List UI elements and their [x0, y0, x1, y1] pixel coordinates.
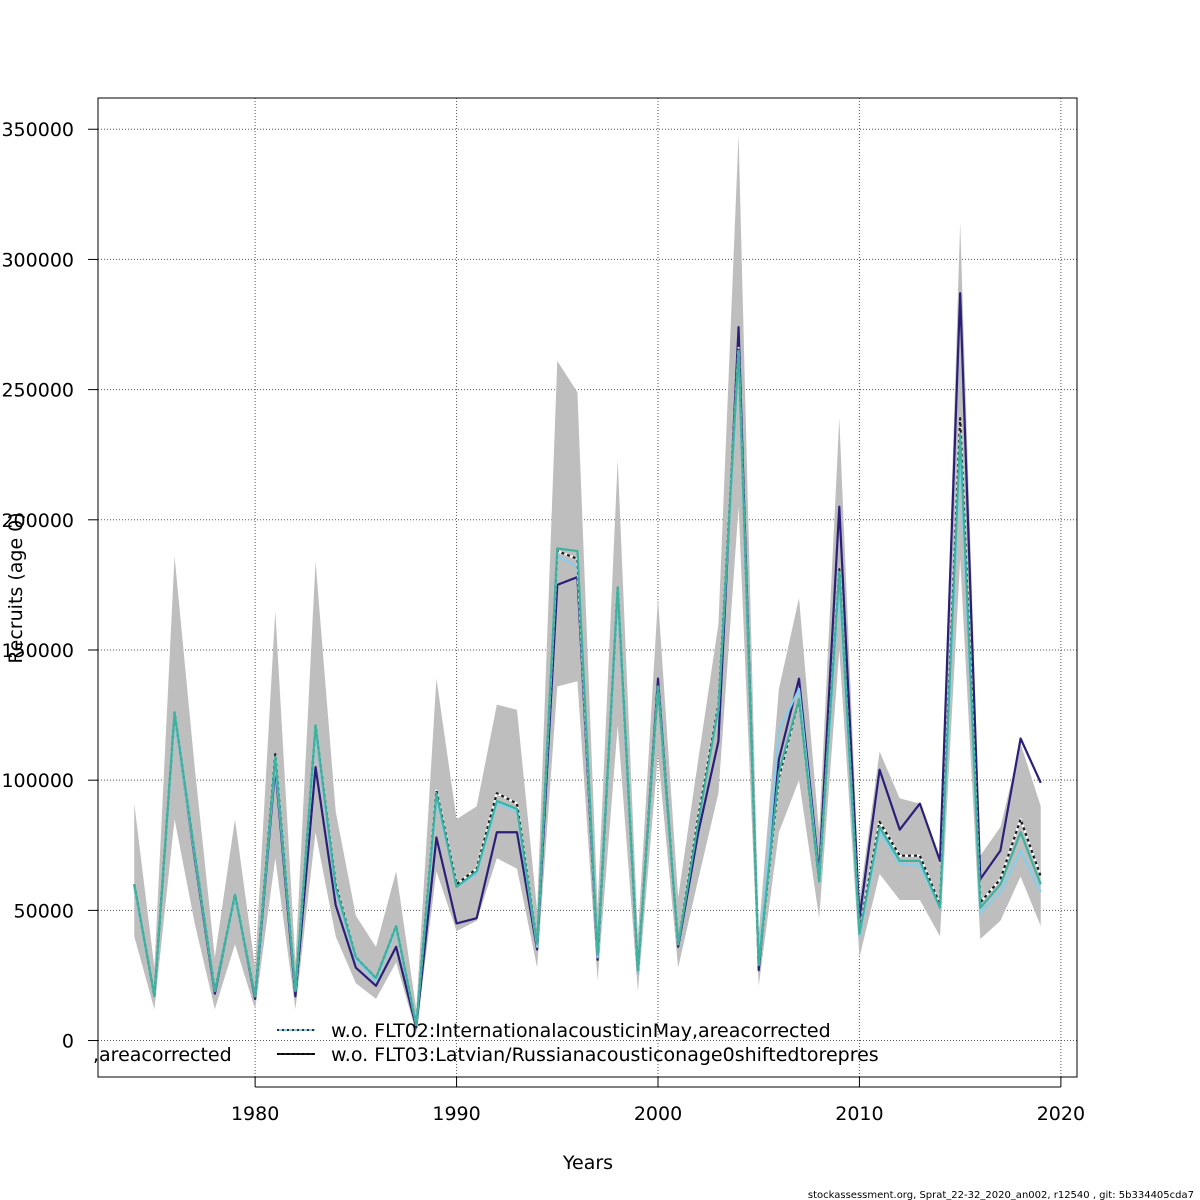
legend-clipped-label: ,areacorrected: [93, 1044, 232, 1066]
x-tick-label: 2010: [835, 1103, 883, 1125]
y-tick-label: 300000: [1, 249, 74, 271]
series-lines: [133, 292, 1042, 1029]
legend-label-1: w.o. FLT03:Latvian/Russianacousticonage0…: [331, 1044, 879, 1066]
confidence-band: [134, 134, 1041, 1033]
y-tick-label: 150000: [1, 640, 74, 662]
y-tick-label: 350000: [1, 119, 74, 141]
y-tick-label: 100000: [1, 770, 74, 792]
y-tick-label: 0: [62, 1031, 74, 1053]
confidence-band-area: [134, 134, 1041, 1033]
series-line-3: [133, 349, 1042, 1027]
footer-text: stockassessment.org, Sprat_22-32_2020_an…: [808, 1190, 1194, 1200]
y-axis-title: Recruits (age 0): [5, 512, 27, 663]
y-tick-label: 200000: [1, 510, 74, 532]
axes: 1980 1990 2000 2010 2020 0 50000 100000 150000 20…: [1, 119, 1085, 1125]
y-tick-label: 250000: [1, 380, 74, 402]
plot-frame: [97, 97, 1078, 1078]
legend: ,areacorrected w.o. FLT02:Internationala…: [93, 1020, 879, 1066]
y-tick-label: 50000: [14, 900, 74, 922]
x-tick-label: 2000: [634, 1103, 682, 1125]
x-tick-label: 1990: [432, 1103, 480, 1125]
x-tick-label: 1980: [231, 1103, 279, 1125]
x-tick-label: 2020: [1037, 1103, 1085, 1125]
legend-label-0: w.o. FLT02:InternationalacousticinMay,ar…: [331, 1020, 831, 1042]
x-axis-title: Years: [562, 1152, 613, 1174]
